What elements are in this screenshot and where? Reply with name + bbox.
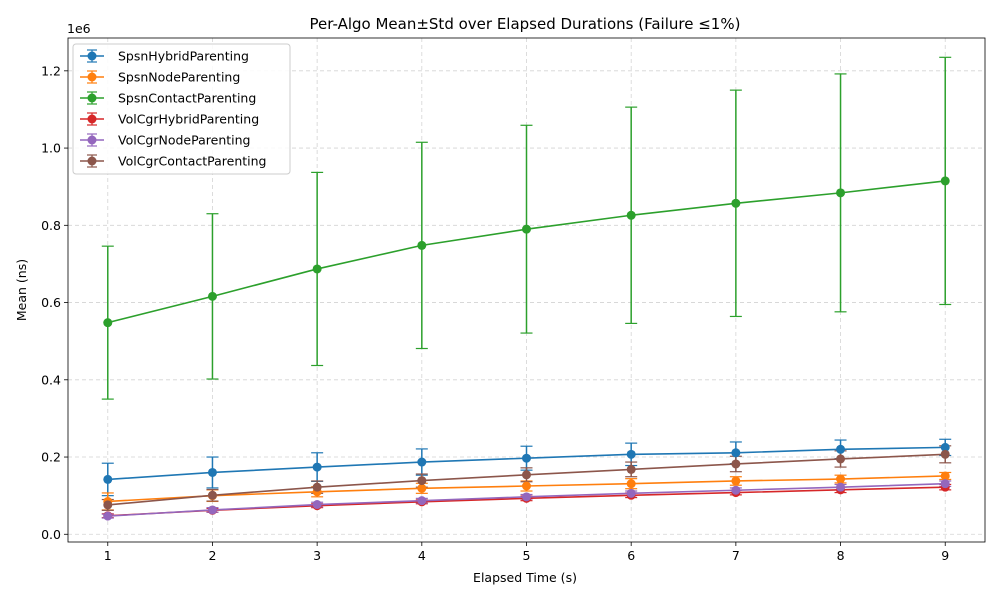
y-tick-label: 0.6 (41, 295, 61, 310)
data-point (836, 454, 846, 464)
legend-label: SpsnNodeParenting (118, 70, 240, 85)
data-point (731, 459, 741, 469)
x-tick-label: 3 (313, 548, 321, 563)
data-point (522, 481, 531, 491)
x-tick-label: 4 (418, 548, 426, 563)
y-tick-label: 0.0 (41, 527, 61, 542)
legend-label: VolCgrContactParenting (118, 154, 266, 169)
x-tick-label: 8 (837, 548, 845, 563)
legend-label: VolCgrHybridParenting (118, 112, 259, 127)
data-point (626, 210, 636, 220)
data-point (207, 490, 217, 500)
legend-label: SpsnContactParenting (118, 91, 256, 106)
y-tick-label: 0.2 (41, 450, 61, 465)
x-axis-ticks: 1 2 3 4 5 6 7 8 9 (104, 542, 949, 563)
data-point (731, 485, 741, 495)
legend-entry: VolCgrNodeParenting (80, 133, 250, 148)
data-point (940, 176, 950, 186)
y-tick-label: 1.0 (41, 141, 61, 156)
data-point (312, 462, 322, 472)
data-point (207, 467, 217, 477)
y-tick-label: 0.4 (41, 372, 61, 387)
x-tick-label: 2 (208, 548, 216, 563)
data-point (522, 453, 531, 463)
data-point (417, 240, 427, 250)
legend: SpsnHybridParenting SpsnNodeParenting Spsn… (72, 43, 291, 175)
y-axis-multiplier: 1e6 (67, 21, 91, 36)
legend-label: SpsnHybridParenting (118, 49, 249, 64)
data-point (522, 470, 531, 480)
legend-entry: SpsnContactParenting (80, 91, 256, 106)
data-point (103, 511, 113, 521)
data-point (626, 488, 636, 498)
x-tick-label: 5 (523, 548, 531, 563)
data-point (522, 224, 531, 234)
data-point (836, 474, 846, 484)
legend-marker (87, 51, 97, 61)
data-point (417, 476, 427, 486)
legend-marker (87, 72, 97, 82)
data-point (417, 483, 427, 493)
data-point (207, 505, 217, 515)
legend-entry: VolCgrHybridParenting (80, 112, 259, 127)
data-point (103, 500, 113, 510)
legend-box (72, 43, 291, 175)
legend-entry: SpsnNodeParenting (80, 70, 240, 85)
data-point (417, 457, 427, 467)
data-point (417, 496, 427, 506)
data-point (836, 482, 846, 492)
y-tick-label: 1.2 (41, 63, 61, 78)
data-point (940, 449, 950, 459)
data-point (836, 444, 846, 454)
data-point (940, 442, 950, 452)
data-point (312, 500, 322, 510)
data-point (207, 291, 217, 301)
legend-marker (87, 135, 97, 145)
data-point (940, 471, 950, 481)
data-point (731, 448, 741, 458)
legend-marker (87, 156, 97, 166)
legend-entry: VolCgrContactParenting (80, 154, 266, 169)
y-axis-label: Mean (ns) (14, 259, 29, 321)
chart-title: Per-Algo Mean±Std over Elapsed Durations… (310, 15, 741, 33)
legend-label: VolCgrNodeParenting (118, 133, 250, 148)
x-tick-label: 1 (104, 548, 112, 563)
series-points (103, 176, 950, 521)
y-axis-ticks: 0.0 0.2 0.4 0.6 0.8 1.0 1.2 (41, 63, 68, 542)
data-point (940, 479, 950, 489)
data-point (731, 198, 741, 208)
data-point (626, 449, 636, 459)
data-point (312, 264, 322, 274)
legend-marker (87, 114, 97, 124)
x-tick-label: 9 (941, 548, 949, 563)
x-tick-label: 6 (627, 548, 635, 563)
y-tick-label: 0.8 (41, 218, 61, 233)
legend-marker (87, 93, 97, 103)
x-tick-label: 7 (732, 548, 740, 563)
data-point (103, 474, 113, 484)
data-point (312, 482, 322, 492)
data-point (626, 464, 636, 474)
data-point (836, 188, 846, 198)
data-point (522, 492, 531, 502)
legend-entry: SpsnHybridParenting (80, 49, 249, 64)
data-point (731, 476, 741, 486)
x-axis-label: Elapsed Time (s) (473, 570, 577, 585)
data-point (103, 318, 113, 328)
data-point (626, 479, 636, 489)
